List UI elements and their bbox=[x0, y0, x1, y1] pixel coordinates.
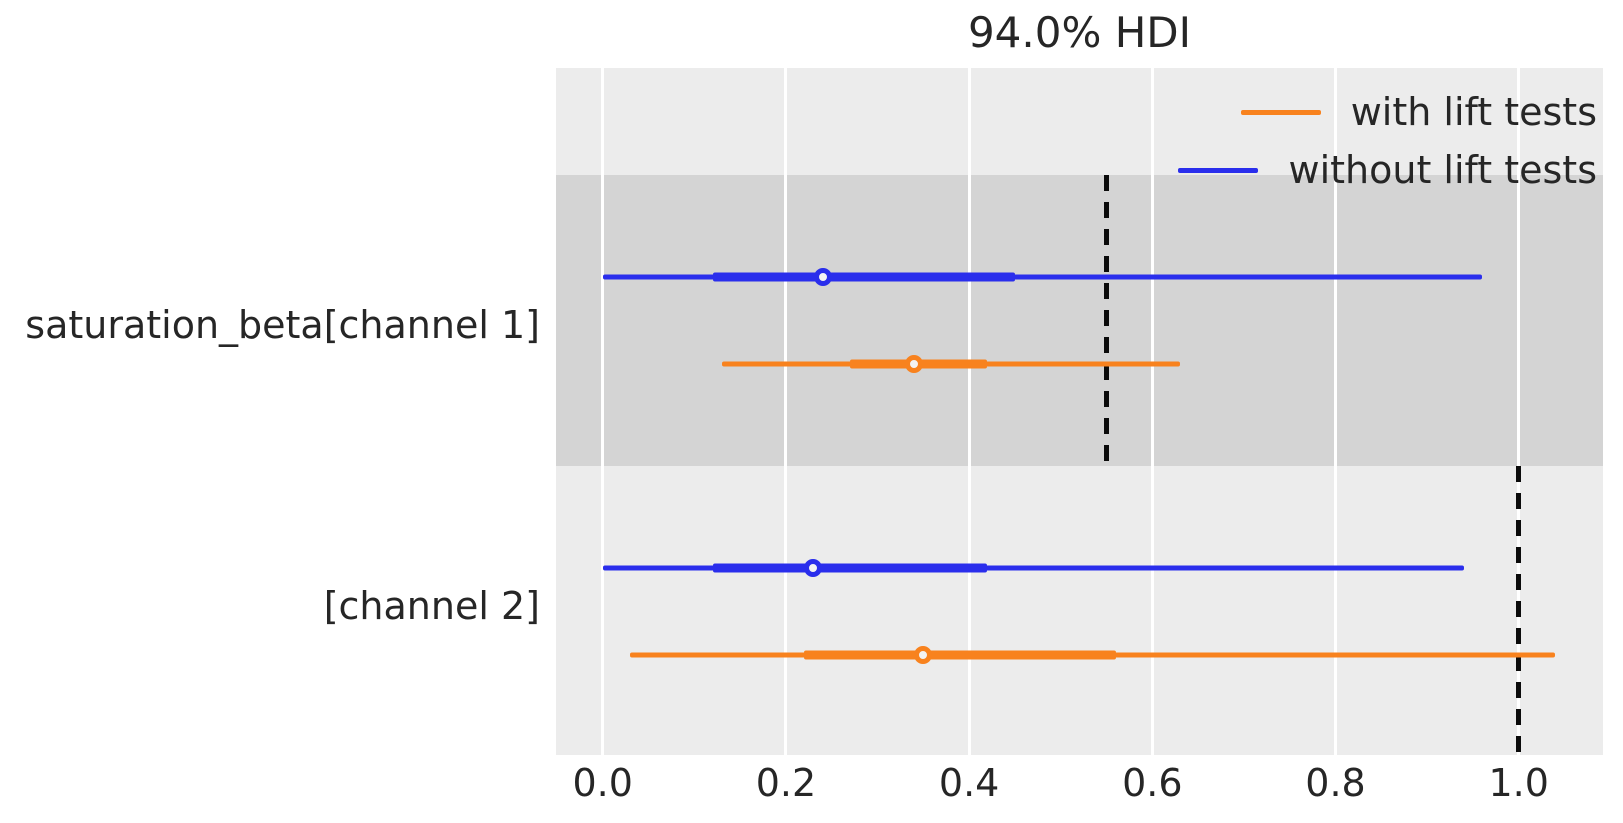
gridline bbox=[1334, 68, 1338, 755]
quartile-line-without-lift-tests-saturation-beta-channel-1 bbox=[712, 272, 1015, 282]
x-tick-label: 0.4 bbox=[938, 761, 1000, 805]
median-marker-without-lift-tests-channel-2 bbox=[804, 558, 823, 577]
reference-line-saturation-beta-channel-1 bbox=[1104, 174, 1110, 466]
legend-item-without-lift-tests: without lift tests bbox=[1178, 146, 1597, 194]
x-axis-ticks: 0.0 0.2 0.4 0.6 0.8 1.0 bbox=[556, 761, 1603, 816]
x-tick-label: 1.0 bbox=[1488, 761, 1549, 805]
median-marker-with-lift-tests-saturation-beta-channel-1 bbox=[905, 354, 924, 373]
hdi-line-without-lift-tests-saturation-beta-channel-1 bbox=[602, 274, 1483, 280]
gridline bbox=[601, 68, 605, 755]
legend: with lift tests without lift tests bbox=[1178, 88, 1597, 194]
legend-label: without lift tests bbox=[1288, 148, 1597, 192]
median-marker-without-lift-tests-saturation-beta-channel-1 bbox=[813, 267, 832, 286]
hdi-line-without-lift-tests-channel-2 bbox=[602, 565, 1464, 571]
plot-area: with lift tests without lift tests bbox=[556, 68, 1603, 755]
shaded-band bbox=[556, 174, 1603, 466]
gridline bbox=[967, 68, 971, 755]
y-axis-label-channel-1: saturation_beta[channel 1] bbox=[25, 303, 540, 347]
median-marker-with-lift-tests-channel-2 bbox=[914, 645, 933, 664]
legend-item-with-lift-tests: with lift tests bbox=[1240, 88, 1597, 136]
x-tick-label: 0.2 bbox=[755, 761, 817, 805]
plot-title: 94.0% HDI bbox=[967, 8, 1192, 57]
y-axis-label-channel-2: [channel 2] bbox=[323, 584, 540, 628]
gridline bbox=[784, 68, 788, 755]
quartile-line-without-lift-tests-channel-2 bbox=[712, 563, 988, 573]
legend-line-sample-blue bbox=[1178, 167, 1259, 173]
legend-line-sample-orange bbox=[1240, 109, 1321, 115]
legend-label: with lift tests bbox=[1350, 90, 1597, 134]
x-tick-label: 0.8 bbox=[1305, 761, 1366, 805]
gridline bbox=[1150, 68, 1154, 755]
x-tick-label: 0.6 bbox=[1122, 761, 1183, 805]
x-tick-label: 0.0 bbox=[572, 761, 633, 805]
quartile-line-with-lift-tests-channel-2 bbox=[804, 650, 1116, 660]
gridline bbox=[1517, 68, 1521, 755]
reference-line-channel-2 bbox=[1516, 465, 1522, 755]
